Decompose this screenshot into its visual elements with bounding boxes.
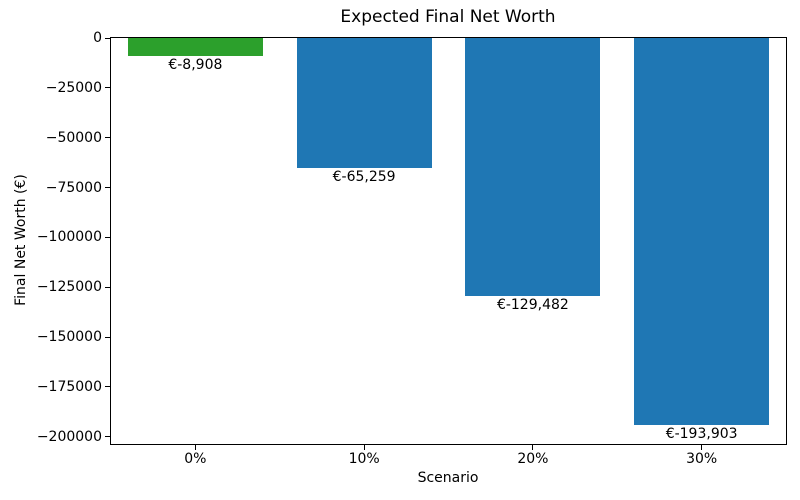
x-tick-label: 20% [517, 451, 549, 467]
x-tick [532, 445, 534, 450]
y-tick-label: −150000 [36, 329, 102, 346]
y-tick-label: −75000 [45, 179, 102, 196]
bar-value-label: €-8,908 [168, 56, 223, 73]
x-tick [701, 445, 703, 450]
x-tick-label: 10% [348, 451, 380, 467]
y-tick [105, 286, 110, 288]
y-tick-label: −200000 [36, 428, 102, 445]
y-tick-label: −175000 [36, 378, 102, 395]
y-tick-label: −25000 [45, 79, 102, 96]
y-tick-label: −50000 [45, 129, 102, 146]
bar [127, 38, 263, 56]
y-tick [105, 187, 110, 189]
y-tick [105, 236, 110, 238]
y-tick [105, 336, 110, 338]
y-tick-label: −100000 [36, 229, 102, 246]
bar [634, 38, 770, 425]
x-tick [363, 445, 365, 450]
x-axis-label: Scenario [417, 470, 479, 486]
bar-value-label: €-129,482 [496, 297, 569, 314]
y-tick [105, 436, 110, 438]
y-tick [105, 87, 110, 89]
plot-area: €-8,908 €-65,259 €-129,482 €-193,903 0 −25000… [37, 30, 787, 467]
y-tick-label: −125000 [36, 279, 102, 296]
y-tick [105, 137, 110, 139]
x-tick-label: 0% [184, 451, 207, 467]
y-axis-label: Final Net Worth (€) [13, 174, 29, 306]
bar-value-label: €-65,259 [332, 169, 396, 186]
bar [296, 38, 432, 169]
y-tick [105, 37, 110, 39]
y-tick-label: 0 [93, 30, 102, 46]
y-tick [105, 386, 110, 388]
x-tick-label: 30% [686, 451, 718, 467]
bar-value-label: €-193,903 [665, 425, 738, 442]
chart-title: Expected Final Net Worth [340, 7, 556, 27]
x-tick [194, 445, 196, 450]
bar [465, 38, 601, 297]
